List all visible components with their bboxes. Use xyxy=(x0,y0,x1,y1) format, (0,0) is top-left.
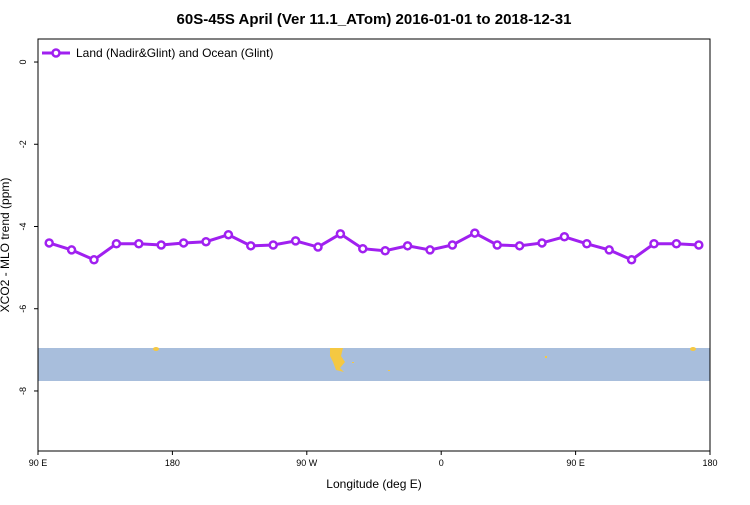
point xyxy=(66,245,77,255)
point xyxy=(671,239,682,249)
x-tick-label: 180 xyxy=(702,458,717,468)
land xyxy=(153,347,696,372)
point xyxy=(178,238,189,248)
legend-label: Land (Nadir&Glint) and Ocean (Glint) xyxy=(76,46,273,60)
point xyxy=(134,239,144,249)
point xyxy=(201,236,211,247)
y-tick-label: 0 xyxy=(18,60,28,65)
y-tick-label: -4 xyxy=(18,222,28,230)
point xyxy=(447,240,458,250)
point xyxy=(402,241,413,251)
point xyxy=(626,255,637,265)
chart-title: 60S-45S April (Ver 11.1_ATom) 2016-01-01… xyxy=(177,11,572,28)
x-tick-label: 90 W xyxy=(296,458,318,468)
point xyxy=(559,232,570,242)
point xyxy=(44,238,54,248)
point xyxy=(649,239,659,249)
x-tick-label: 0 xyxy=(439,458,444,468)
point xyxy=(290,236,301,246)
point xyxy=(358,243,368,254)
series-line xyxy=(48,231,699,262)
point xyxy=(156,240,166,250)
point xyxy=(537,238,547,248)
x-tick-label: 180 xyxy=(165,458,180,468)
point xyxy=(694,240,704,250)
map-band xyxy=(38,348,710,381)
point xyxy=(380,246,390,256)
point xyxy=(604,245,614,255)
point xyxy=(313,242,323,252)
point xyxy=(246,241,256,251)
y-tick-label: -2 xyxy=(18,140,28,148)
point xyxy=(514,241,525,251)
point xyxy=(335,229,346,239)
point xyxy=(470,228,480,238)
point xyxy=(268,240,278,250)
point xyxy=(89,255,99,265)
x-tick-label: 90 E xyxy=(29,458,48,468)
y-tick-label: -8 xyxy=(18,387,28,395)
legend-marker xyxy=(51,48,61,58)
plot-frame xyxy=(37,38,711,452)
y-axis-label: XCO2 - MLO trend (ppm) xyxy=(0,178,12,313)
point xyxy=(492,240,502,250)
point xyxy=(223,229,234,240)
x-axis-label: Longitude (deg E) xyxy=(326,477,421,491)
x-tick-label: 90 E xyxy=(566,458,585,468)
point xyxy=(582,239,592,249)
point xyxy=(425,245,435,255)
y-tick-label: -6 xyxy=(18,305,28,313)
point xyxy=(111,239,122,249)
